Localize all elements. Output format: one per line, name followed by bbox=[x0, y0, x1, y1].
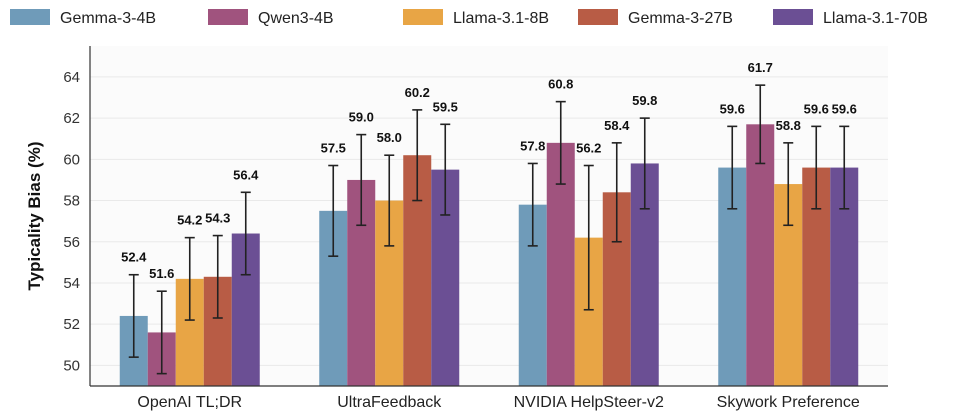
y-tick-label: 64 bbox=[63, 69, 80, 86]
y-tick-label: 54 bbox=[63, 275, 80, 292]
legend-label: Gemma-3-4B bbox=[60, 10, 156, 27]
value-label: 52.4 bbox=[121, 250, 147, 265]
legend-item: Llama-3.1-70B bbox=[773, 9, 928, 27]
x-category-label: Skywork Preference bbox=[717, 394, 860, 411]
x-category-label: NVIDIA HelpSteer-v2 bbox=[514, 394, 664, 411]
value-label: 60.8 bbox=[548, 77, 573, 92]
value-label: 59.6 bbox=[720, 101, 745, 116]
y-tick-label: 52 bbox=[63, 316, 80, 333]
y-tick-label: 62 bbox=[63, 110, 80, 127]
legend-label: Gemma-3-27B bbox=[628, 10, 733, 27]
value-label: 58.4 bbox=[604, 118, 630, 133]
legend-swatch bbox=[773, 9, 813, 25]
bar bbox=[746, 124, 775, 386]
y-tick-label: 50 bbox=[63, 357, 80, 374]
value-label: 56.2 bbox=[576, 141, 601, 156]
legend-swatch bbox=[578, 9, 618, 25]
value-label: 56.4 bbox=[233, 167, 259, 182]
value-label: 51.6 bbox=[149, 266, 174, 281]
value-label: 59.0 bbox=[349, 110, 374, 125]
value-label: 59.8 bbox=[632, 93, 657, 108]
legend-swatch bbox=[403, 9, 443, 25]
legend-item: Gemma-3-4B bbox=[10, 9, 156, 27]
y-tick-labels: 50 52 54 56 58 60 62 64 bbox=[63, 69, 80, 374]
legend-item: Qwen3-4B bbox=[208, 9, 334, 27]
legend-item: Gemma-3-27B bbox=[578, 9, 733, 27]
x-category-label: OpenAI TL;DR bbox=[137, 394, 242, 411]
value-label: 57.5 bbox=[321, 141, 346, 156]
x-category-label: UltraFeedback bbox=[337, 394, 442, 411]
value-label: 59.6 bbox=[832, 101, 857, 116]
x-category-labels: OpenAI TL;DR UltraFeedback NVIDIA HelpStee… bbox=[137, 394, 860, 411]
value-label: 54.2 bbox=[177, 213, 202, 228]
value-label: 58.0 bbox=[377, 130, 402, 145]
value-label: 59.6 bbox=[804, 101, 829, 116]
y-tick-label: 60 bbox=[63, 151, 80, 168]
legend-item: Llama-3.1-8B bbox=[403, 9, 549, 27]
value-label: 60.2 bbox=[405, 85, 430, 100]
value-label: 57.8 bbox=[520, 138, 545, 153]
legend-label: Qwen3-4B bbox=[258, 10, 334, 27]
y-tick-label: 58 bbox=[63, 193, 80, 210]
value-label: 54.3 bbox=[205, 211, 230, 226]
y-tick-label: 56 bbox=[63, 234, 80, 251]
error-bars bbox=[128, 84, 850, 375]
value-label: 61.7 bbox=[748, 60, 773, 75]
y-axis-label: Typicality Bias (%) bbox=[25, 142, 44, 291]
legend-label: Llama-3.1-70B bbox=[823, 10, 928, 27]
axes bbox=[89, 46, 888, 387]
legend-label: Llama-3.1-8B bbox=[453, 10, 549, 27]
value-labels: 52.451.6 54.2 54.3 56.4 57.5 59.058.0 60.259.5… bbox=[121, 60, 857, 281]
legend: Gemma-3-4B Qwen3-4B Llama-3.1-8B Gemma-3-27… bbox=[10, 9, 928, 27]
value-label: 59.5 bbox=[433, 99, 458, 114]
legend-swatch bbox=[10, 9, 50, 25]
value-label: 58.8 bbox=[776, 118, 801, 133]
legend-swatch bbox=[208, 9, 248, 25]
